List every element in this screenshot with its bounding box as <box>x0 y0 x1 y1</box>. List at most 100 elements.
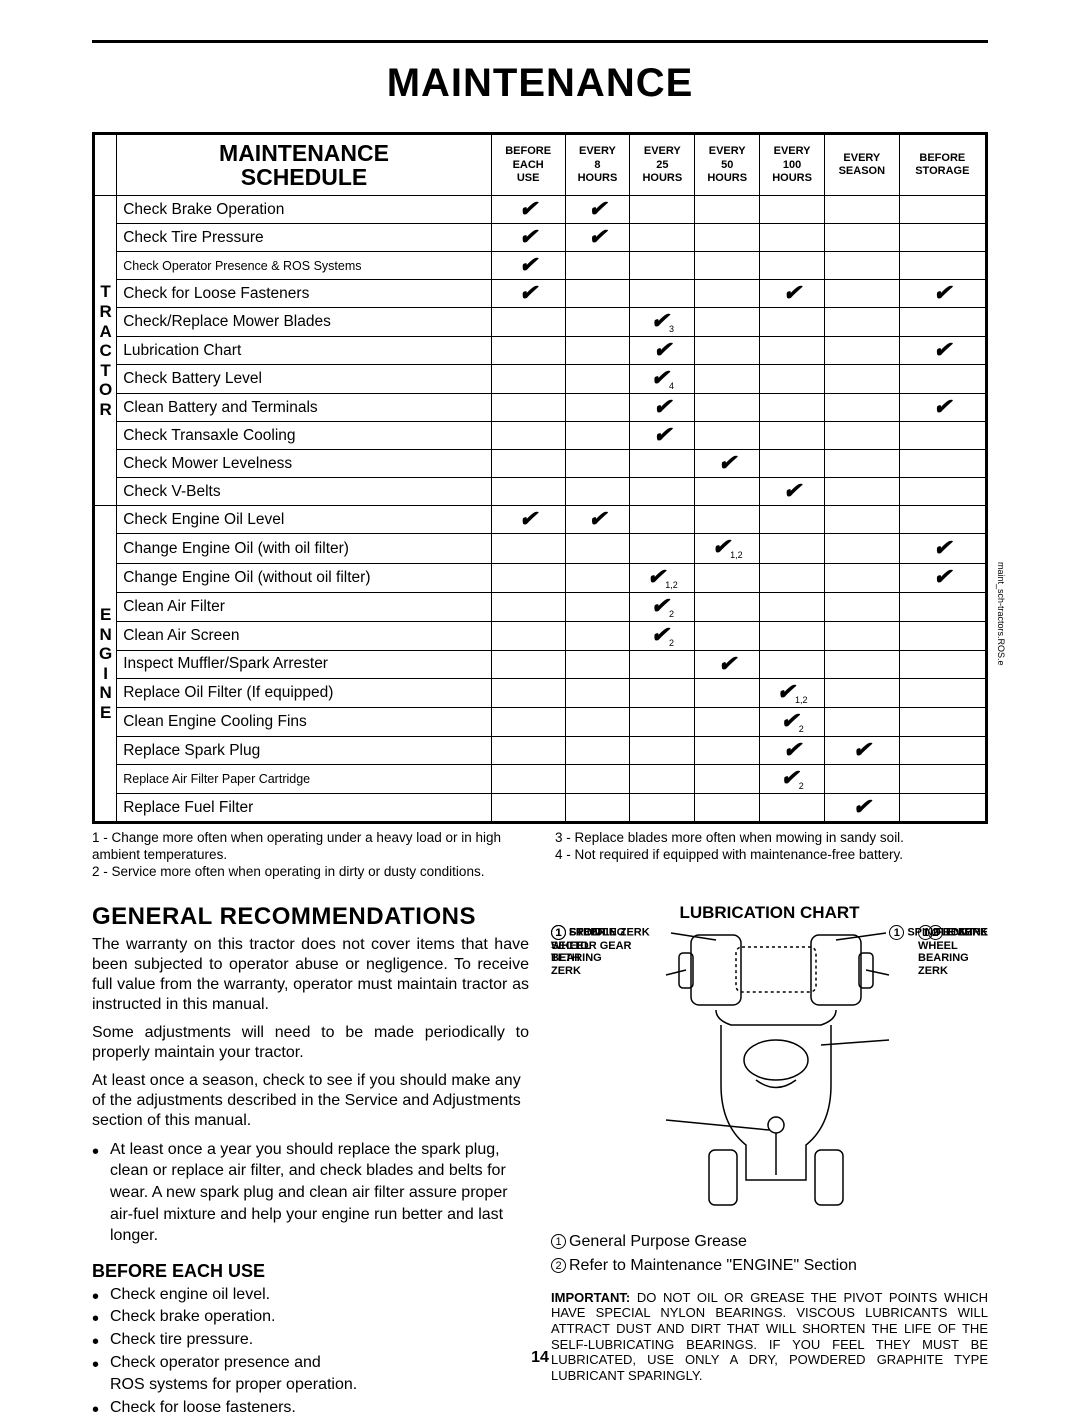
mark-cell: ✔ <box>630 422 695 450</box>
task-cell: Change Engine Oil (without oil filter) <box>117 563 492 592</box>
mark-cell <box>825 707 900 736</box>
mark-cell <box>760 252 825 280</box>
mark-cell <box>491 450 565 478</box>
mark-cell <box>565 308 630 337</box>
footnote: 1 - Change more often when operating und… <box>92 830 525 864</box>
table-row: Clean Battery and Terminals ✔ ✔ <box>94 394 987 422</box>
task-cell: Check Engine Oil Level <box>117 506 492 534</box>
mark-cell: ✔ <box>565 224 630 252</box>
mark-cell <box>491 707 565 736</box>
mark-cell <box>825 365 900 394</box>
before-each-item: Check brake operation. <box>110 1306 529 1328</box>
mark-cell <box>899 794 986 823</box>
mark-cell <box>760 621 825 650</box>
mark-cell <box>565 765 630 794</box>
mark-cell <box>491 650 565 678</box>
table-row: Check for Loose Fasteners✔✔✔ <box>94 280 987 308</box>
page-number: 14 <box>0 1349 1080 1367</box>
mark-cell <box>899 506 986 534</box>
mark-cell <box>565 794 630 823</box>
mark-cell <box>825 450 900 478</box>
col-header-6: BEFORESTORAGE <box>899 134 986 196</box>
right-column: LUBRICATION CHART <box>551 903 988 1420</box>
task-cell: Inspect Muffler/Spark Arrester <box>117 650 492 678</box>
before-each-heading: BEFORE EACH USE <box>92 1261 529 1282</box>
page-title: MAINTENANCE <box>92 61 988 106</box>
mark-cell <box>760 450 825 478</box>
mark-cell: ✔ <box>899 534 986 563</box>
legend-1: General Purpose Grease <box>569 1233 747 1250</box>
mark-cell: ✔3 <box>630 308 695 337</box>
mark-cell <box>491 592 565 621</box>
mark-cell <box>565 252 630 280</box>
mark-cell <box>695 707 760 736</box>
mark-cell <box>491 621 565 650</box>
mark-cell: ✔ <box>899 394 986 422</box>
mark-cell <box>565 737 630 765</box>
mark-cell <box>825 394 900 422</box>
col-header-0: BEFOREEACHUSE <box>491 134 565 196</box>
mark-cell <box>825 252 900 280</box>
mark-cell <box>491 422 565 450</box>
footnote: 3 - Replace blades more often when mowin… <box>555 830 988 847</box>
schedule-footnotes: 1 - Change more often when operating und… <box>92 830 988 881</box>
mark-cell <box>565 337 630 365</box>
mark-cell <box>491 337 565 365</box>
table-row: Change Engine Oil (with oil filter)✔1,2✔ <box>94 534 987 563</box>
mark-cell <box>899 422 986 450</box>
mark-cell <box>899 365 986 394</box>
mark-cell: ✔ <box>491 280 565 308</box>
mark-cell <box>695 196 760 224</box>
mark-cell <box>825 308 900 337</box>
lubrication-legend: 1General Purpose Grease 2Refer to Mainte… <box>551 1230 988 1278</box>
mark-cell <box>565 678 630 707</box>
general-heading: GENERAL RECOMMENDATIONS <box>92 903 529 931</box>
mark-cell <box>695 478 760 506</box>
task-cell: Check V-Belts <box>117 478 492 506</box>
mark-cell: ✔ <box>695 650 760 678</box>
mark-cell: ✔ <box>695 450 760 478</box>
table-row: Check Battery Level✔4 <box>94 365 987 394</box>
mark-cell <box>899 592 986 621</box>
table-row: Clean Air Filter✔2 <box>94 592 987 621</box>
mark-cell: ✔ <box>491 506 565 534</box>
mark-cell: ✔ <box>565 196 630 224</box>
mark-cell: ✔ <box>899 563 986 592</box>
table-row: TRACTORCheck Brake Operation✔✔ <box>94 196 987 224</box>
before-each-item: Check tire pressure. <box>110 1329 529 1351</box>
task-cell: Replace Spark Plug <box>117 737 492 765</box>
task-cell: Clean Battery and Terminals <box>117 394 492 422</box>
mark-cell <box>899 224 986 252</box>
lubrication-chart: 1SPINDLE ZERK 1SPINDLE ZERK 1FRONT WHEEL… <box>551 925 988 1220</box>
table-row: Check V-Belts ✔ <box>94 478 987 506</box>
mark-cell: ✔4 <box>630 365 695 394</box>
mark-cell <box>630 506 695 534</box>
schedule-title: MAINTENANCESCHEDULE <box>117 134 492 196</box>
table-row: Check Tire Pressure✔✔ <box>94 224 987 252</box>
before-each-item: Check for loose fasteners. <box>110 1397 529 1419</box>
task-cell: Change Engine Oil (with oil filter) <box>117 534 492 563</box>
mark-cell <box>491 737 565 765</box>
mark-cell <box>899 765 986 794</box>
table-row: Clean Air Screen✔2 <box>94 621 987 650</box>
mark-cell <box>630 224 695 252</box>
mark-cell <box>630 765 695 794</box>
table-row: Replace Air Filter Paper Cartridge✔2 <box>94 765 987 794</box>
general-bullet-list: At least once a year you should replace … <box>92 1139 529 1247</box>
mark-cell <box>899 450 986 478</box>
maintenance-schedule-table: MAINTENANCESCHEDULEBEFOREEACHUSEEVERY8HO… <box>92 132 988 824</box>
mark-cell <box>695 337 760 365</box>
mark-cell <box>565 707 630 736</box>
label-engine: 2ENGINE <box>928 925 988 940</box>
table-row: Inspect Muffler/Spark Arrester ✔ <box>94 650 987 678</box>
mark-cell <box>825 224 900 252</box>
mark-cell: ✔ <box>760 478 825 506</box>
table-row: Check Operator Presence & ROS Systems✔ <box>94 252 987 280</box>
mark-cell <box>565 592 630 621</box>
general-p3: At least once a season, check to see if … <box>92 1071 529 1131</box>
mark-cell <box>695 563 760 592</box>
mark-cell <box>695 765 760 794</box>
table-row: Check Transaxle Cooling✔ <box>94 422 987 450</box>
task-cell: Replace Air Filter Paper Cartridge <box>117 765 492 794</box>
mark-cell: ✔ <box>630 394 695 422</box>
